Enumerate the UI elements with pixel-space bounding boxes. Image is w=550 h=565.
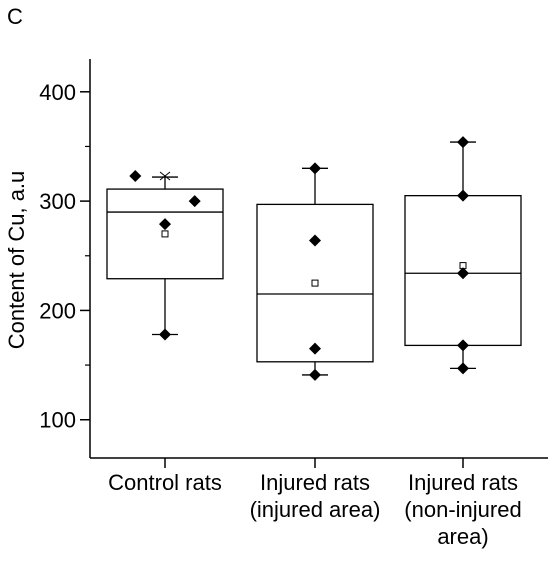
y-tick-label-100: 100: [39, 408, 76, 433]
y-axis-ticks: 100 200 300 400: [39, 80, 90, 433]
max-marker-x2: [159, 171, 171, 181]
x-tick-label-2-line-1: Injured rats: [260, 470, 370, 495]
data-point-3: [457, 267, 469, 280]
box-group-3: [404, 136, 522, 375]
box-group-2: [256, 162, 374, 381]
data-point-3: [309, 342, 321, 355]
y-tick-label-300: 300: [39, 189, 76, 214]
data-point-2: [159, 218, 171, 231]
data-point-1: [129, 169, 142, 182]
panel-label: C: [7, 4, 23, 29]
x-tick-label-3-line-1: Injured rats: [408, 470, 518, 495]
data-point-4: [159, 328, 171, 341]
x-tick-label-3-line-2: (non-injured: [404, 497, 521, 522]
data-point-2: [457, 189, 469, 202]
mean-marker: [311, 279, 319, 287]
mean-marker: [161, 230, 169, 238]
y-tick-label-200: 200: [39, 298, 76, 323]
y-tick-label-400: 400: [39, 80, 76, 105]
data-point-1: [309, 162, 321, 175]
data-point-5: [457, 362, 469, 375]
y-axis-label: Content of Cu, a.u: [4, 171, 29, 350]
data-point-3: [188, 195, 201, 208]
box-group-1: [106, 169, 224, 341]
boxes-layer: [106, 136, 522, 381]
x-tick-label-2-line-2: (injured area): [250, 497, 381, 522]
data-point-1: [457, 136, 469, 149]
x-tick-label-3-line-3: area): [437, 524, 488, 549]
data-point-2: [309, 234, 321, 247]
data-point-4: [457, 339, 469, 352]
x-tick-label-1-line-1: Control rats: [108, 470, 222, 495]
data-point-4: [309, 368, 321, 381]
x-axis-category-labels: Control rats Injured rats(injured area)In…: [108, 458, 522, 549]
